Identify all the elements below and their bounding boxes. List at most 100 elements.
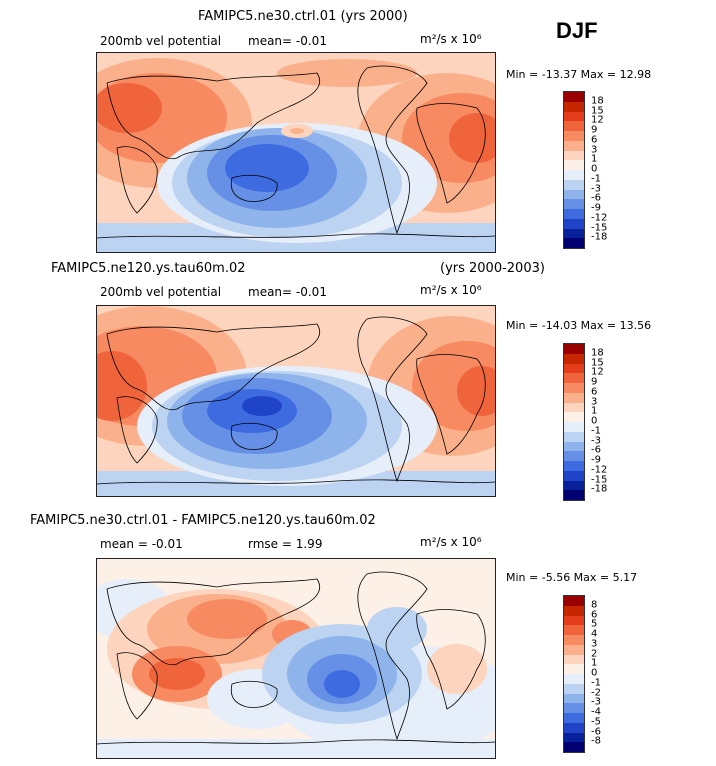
colorbar-swatch — [564, 625, 584, 635]
panel2-minmax: Min = -14.03 Max = 13.56 — [506, 319, 652, 332]
colorbar-swatch — [564, 644, 584, 655]
colorbar-level-label: -15 — [591, 474, 608, 485]
colorbar-level-label: -5 — [591, 716, 601, 728]
panel1-mean: mean= -0.01 — [248, 34, 327, 48]
colorbar-level-label: -6 — [591, 444, 601, 456]
colorbar-level-label: 9 — [591, 376, 598, 388]
colorbar-level-label: 0 — [591, 667, 598, 679]
colorbar-swatch — [564, 412, 584, 422]
colorbar-swatch — [564, 693, 584, 704]
colorbar-swatch — [564, 189, 584, 200]
colorbar-swatch — [564, 732, 584, 743]
colorbar-swatch — [564, 92, 584, 102]
panel1-field — [97, 53, 495, 252]
colorbar-swatch — [564, 140, 584, 151]
colorbar-level-label: 3 — [591, 638, 598, 650]
colorbar-swatch — [564, 480, 584, 491]
colorbar-swatch — [564, 160, 584, 170]
colorbar-swatch — [564, 674, 584, 684]
colorbar-swatch — [564, 353, 584, 364]
colorbar-swatch — [564, 635, 584, 645]
colorbar-level-label: -18 — [591, 483, 608, 495]
colorbar-swatch — [564, 344, 584, 354]
panel3-field — [97, 559, 495, 758]
colorbar-level-label: 1 — [591, 405, 598, 417]
colorbar-swatch — [564, 461, 584, 471]
colorbar-level-label: 12 — [591, 366, 604, 378]
colorbar-level-label: -1 — [591, 677, 601, 689]
colorbar-level-label: -1 — [591, 425, 601, 437]
colorbar-level-label: 15 — [591, 357, 604, 368]
colorbar-swatch — [564, 470, 584, 481]
colorbar-swatch — [564, 121, 584, 131]
colorbar-level-label: 0 — [591, 415, 598, 427]
panel3-rmse: rmse = 1.99 — [248, 537, 323, 551]
panel3-colorbar — [563, 595, 585, 753]
panel2-field — [97, 306, 495, 496]
colorbar-level-label: -6 — [591, 192, 601, 204]
colorbar-swatch — [564, 683, 584, 694]
colorbar-level-label: -4 — [591, 706, 601, 718]
colorbar-level-label: -8 — [591, 735, 601, 747]
colorbar-level-label: 6 — [591, 609, 598, 620]
colorbar-swatch — [564, 605, 584, 616]
colorbar-level-label: -15 — [591, 222, 608, 233]
colorbar-level-label: 3 — [591, 396, 598, 407]
panel2-title: FAMIPC5.ne120.ys.tau60m.02 — [51, 261, 246, 276]
colorbar-swatch — [564, 238, 584, 248]
colorbar-swatch — [564, 363, 584, 374]
colorbar-level-label: -9 — [591, 454, 601, 466]
colorbar-swatch — [564, 383, 584, 393]
colorbar-level-label: 4 — [591, 628, 598, 640]
colorbar-swatch — [564, 703, 584, 713]
colorbar-level-label: 2 — [591, 648, 598, 659]
colorbar-level-label: -9 — [591, 202, 601, 214]
colorbar-swatch — [564, 431, 584, 442]
panel1-title: FAMIPC5.ne30.ctrl.01 (yrs 2000) — [198, 9, 408, 24]
colorbar-swatch — [564, 742, 584, 752]
colorbar-swatch — [564, 101, 584, 112]
colorbar-swatch — [564, 402, 584, 413]
panel1-minmax: Min = -13.37 Max = 12.98 — [506, 68, 652, 81]
colorbar-swatch — [564, 596, 584, 606]
panel2-map — [96, 305, 496, 497]
panel1-colorbar — [563, 91, 585, 249]
colorbar-swatch — [564, 490, 584, 500]
panel3-units: m²/s x 10⁶ — [420, 535, 482, 549]
colorbar-swatch — [564, 373, 584, 383]
season-label: DJF — [556, 18, 598, 43]
colorbar-swatch — [564, 131, 584, 141]
panel3-map — [96, 558, 496, 759]
panel1-units: m²/s x 10⁶ — [420, 32, 482, 46]
panel2-colorbar — [563, 343, 585, 501]
panel2-years: (yrs 2000-2003) — [440, 261, 545, 276]
colorbar-level-label: 8 — [591, 599, 598, 611]
colorbar-swatch — [564, 199, 584, 209]
colorbar-level-label: 6 — [591, 386, 598, 398]
colorbar-swatch — [564, 664, 584, 674]
panel3-title: FAMIPC5.ne30.ctrl.01 - FAMIPC5.ne120.ys.… — [30, 513, 376, 528]
colorbar-swatch — [564, 451, 584, 461]
colorbar-level-label: -2 — [591, 687, 601, 698]
colorbar-level-label: 12 — [591, 114, 604, 126]
panel3-minmax: Min = -5.56 Max = 5.17 — [506, 571, 638, 584]
colorbar-swatch — [564, 713, 584, 723]
colorbar-swatch — [564, 722, 584, 733]
panel1-map — [96, 52, 496, 253]
colorbar-level-label: 1 — [591, 153, 598, 165]
colorbar-level-label: 0 — [591, 163, 598, 175]
colorbar-level-label: -12 — [591, 212, 608, 224]
colorbar-swatch — [564, 170, 584, 180]
colorbar-level-label: -1 — [591, 173, 601, 185]
panel2-variable: 200mb vel potential — [100, 285, 222, 299]
colorbar-swatch — [564, 209, 584, 219]
colorbar-swatch — [564, 228, 584, 239]
colorbar-level-label: -3 — [591, 183, 601, 194]
colorbar-level-label: 3 — [591, 144, 598, 155]
colorbar-level-label: 6 — [591, 134, 598, 146]
colorbar-swatch — [564, 441, 584, 452]
colorbar-level-label: 18 — [591, 95, 604, 107]
colorbar-swatch — [564, 654, 584, 665]
panel2-units: m²/s x 10⁶ — [420, 283, 482, 297]
colorbar-swatch — [564, 615, 584, 626]
